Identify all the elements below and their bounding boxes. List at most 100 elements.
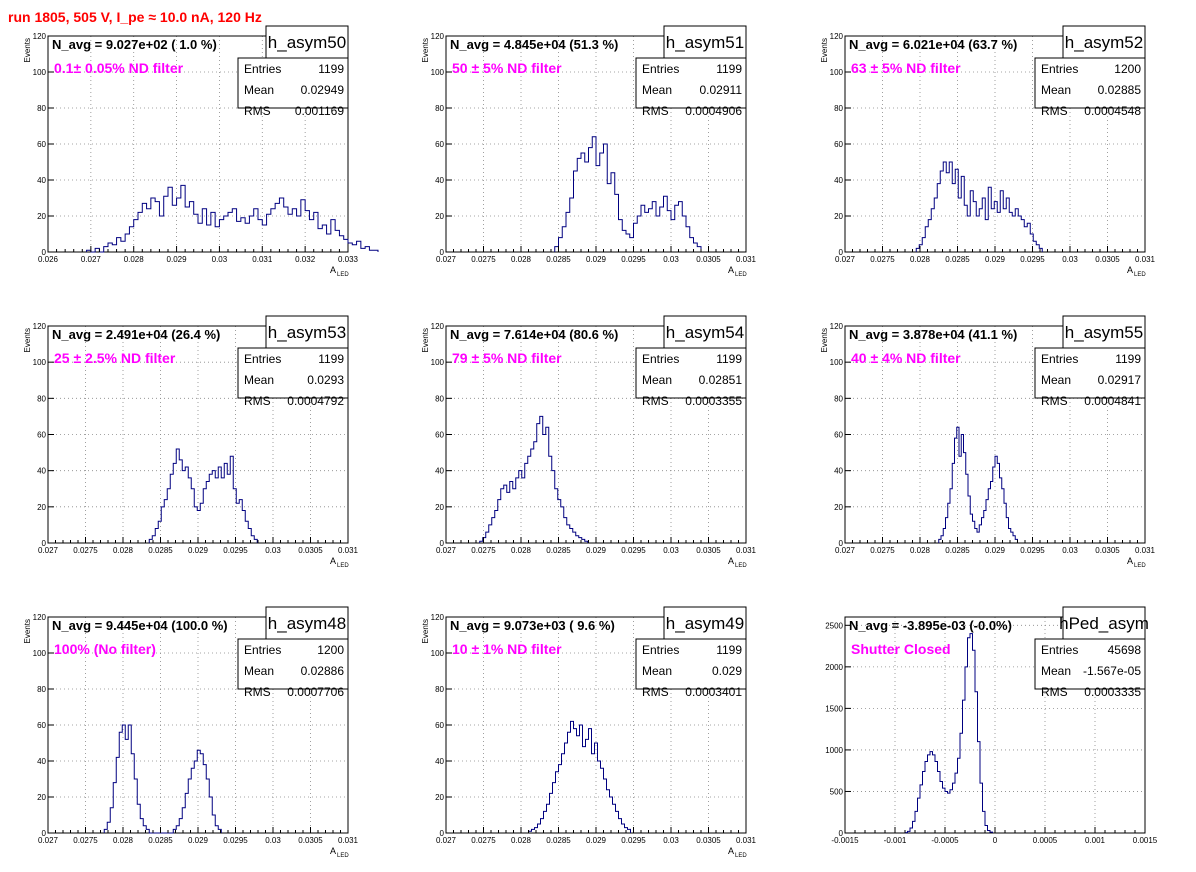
histogram-bin (357, 241, 361, 252)
histogram-bin (200, 754, 203, 833)
stat-label: RMS (244, 394, 271, 408)
histogram-bin (275, 203, 279, 252)
histogram-bin (634, 223, 638, 252)
x-tick-label: 0.031 (736, 255, 757, 264)
x-tick-label: 0.027 (81, 255, 102, 264)
stats-title-box (1062, 25, 1146, 59)
panel-h_asym52: 0.027 0.0275 0.028 0.0285 0.029 0.0295 0.03 0.0… (820, 25, 1156, 278)
histogram-bin (365, 247, 369, 252)
histogram-bin (288, 214, 292, 252)
histogram-bin (540, 416, 543, 543)
histogram-bin (592, 754, 595, 833)
panel-hPed_asym: -0.0015 -0.001 -0.0005 0 0.0005 0.001 0.0015 0 5… (825, 606, 1158, 845)
histogram-bin (574, 171, 578, 252)
histogram-bin (185, 207, 189, 252)
histogram-bin (935, 762, 938, 833)
stat-label: RMS (642, 394, 669, 408)
y-tick-label: 40 (834, 176, 843, 185)
y-tick-label: 120 (431, 32, 445, 41)
stat-label: Mean (642, 373, 672, 387)
histogram-bin (664, 196, 668, 252)
histogram-bin (284, 207, 288, 252)
panel-h_asym55: 0.027 0.0275 0.028 0.0285 0.029 0.0295 0.03 0.0… (820, 315, 1156, 569)
histogram-bin (528, 456, 531, 543)
y-tick-label: 0 (440, 539, 445, 548)
x-tick-label: -0.0015 (831, 836, 859, 845)
y-axis-title: Events (820, 38, 829, 62)
x-tick-label: 0.029 (985, 546, 1006, 555)
histogram-bin (198, 223, 202, 252)
x-axis-title: A (330, 846, 336, 856)
x-tick-label: 0.0285 (546, 546, 571, 555)
histogram-bin (622, 230, 626, 252)
histogram-bin (697, 247, 701, 252)
x-tick-label: 0.0285 (148, 546, 173, 555)
x-tick-label: 0.0305 (696, 546, 721, 555)
histogram-bin (950, 790, 953, 833)
histogram-bin (228, 212, 232, 252)
histogram-bin (679, 202, 683, 252)
stat-value: 0.029 (712, 664, 742, 678)
filter-note: 50 ± 5% ND filter (452, 60, 562, 76)
filter-note: 79 ± 5% ND filter (452, 350, 562, 366)
stat-label: Entries (642, 643, 679, 657)
stat-label: Mean (1041, 664, 1071, 678)
y-tick-label: 0 (440, 248, 445, 257)
y-tick-label: 0 (839, 829, 844, 838)
x-axis-subscript: LED (337, 853, 349, 859)
x-tick-label: 0.027 (38, 546, 59, 555)
x-tick-label: 0.0295 (223, 836, 248, 845)
histogram-bin (566, 212, 570, 252)
histogram-bin (215, 227, 219, 252)
histogram-bin (686, 227, 690, 252)
histogram-bin (177, 198, 181, 252)
histogram-bin (262, 225, 266, 252)
x-tick-label: 0.0275 (471, 836, 496, 845)
x-tick-label: 0.001 (1085, 836, 1106, 845)
x-axis-subscript: LED (1134, 563, 1146, 569)
histogram-bin (155, 202, 159, 252)
x-tick-label: 0.028 (113, 836, 134, 845)
stat-value: 0.0003401 (685, 685, 742, 699)
histogram-bin (507, 492, 510, 543)
histogram-bin (1003, 209, 1006, 252)
stat-value: 0.001169 (295, 104, 344, 118)
stat-label: Entries (244, 62, 281, 76)
histogram-bin (305, 211, 309, 252)
stats-title-box (265, 606, 349, 640)
x-axis-subscript: LED (735, 272, 747, 278)
histogram-bin (522, 478, 525, 543)
x-tick-label: 0.028 (910, 255, 931, 264)
y-axis-title: Events (421, 38, 430, 62)
histogram-bin (361, 248, 365, 252)
stat-label: Entries (642, 352, 679, 366)
y-tick-label: 80 (37, 685, 46, 694)
histogram-bin (108, 243, 112, 252)
histogram-bin (641, 205, 645, 252)
histogram-bin (586, 739, 589, 833)
x-axis-title: A (330, 265, 336, 275)
x-tick-label: 0.0295 (1020, 255, 1045, 264)
stat-label: Mean (642, 83, 672, 97)
histogram-bin (694, 243, 698, 252)
histogram-bin (671, 220, 675, 252)
stat-value: 1199 (1115, 352, 1141, 366)
stat-value: 0.0003355 (685, 394, 742, 408)
x-tick-label: 0.0305 (696, 255, 721, 264)
y-tick-label: 100 (431, 68, 445, 77)
histogram-bin (168, 187, 172, 252)
histogram-bin (224, 216, 228, 252)
histogram-bin (585, 162, 589, 252)
y-tick-label: 20 (37, 503, 46, 512)
x-tick-label: 0.0305 (298, 546, 323, 555)
histogram-bin (930, 752, 933, 833)
filter-note: 63 ± 5% ND filter (851, 60, 961, 76)
histogram-bin (583, 747, 586, 833)
histogram-bin (218, 467, 221, 543)
stat-label: Mean (244, 664, 274, 678)
histogram-bin (151, 198, 155, 252)
histogram-bin (159, 216, 163, 252)
stat-label: Entries (244, 643, 281, 657)
x-axis-subscript: LED (337, 563, 349, 569)
histogram-name: h_asym51 (666, 33, 744, 52)
